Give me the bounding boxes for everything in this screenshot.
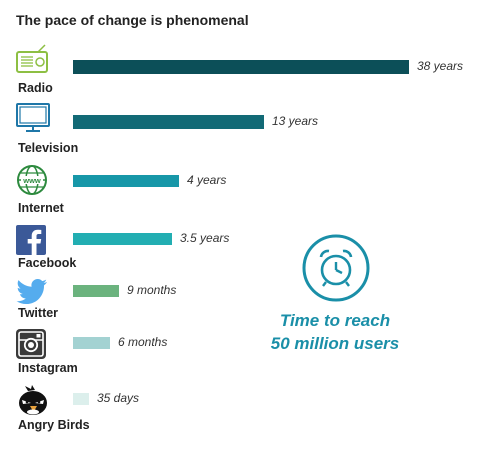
bar-facebook: [73, 233, 172, 245]
bar-value-instagram: 6 months: [118, 335, 168, 349]
bar-angry-birds: [73, 393, 89, 405]
category-label-angry-birds: Angry Birds: [18, 418, 90, 432]
chart-title: The pace of change is phenomenal: [16, 12, 249, 28]
alarm-clock-icon: [301, 233, 371, 303]
twitter-icon: [16, 279, 48, 305]
category-label-facebook: Facebook: [18, 256, 77, 270]
bar-internet: [73, 175, 179, 187]
internet-globe-icon: www: [16, 164, 48, 196]
bar-television: [73, 115, 264, 129]
category-label-internet: Internet: [18, 201, 64, 215]
bar-value-radio: 38 years: [417, 59, 464, 73]
radio-icon: [16, 44, 48, 76]
category-label-twitter: Twitter: [18, 306, 59, 320]
bar-value-twitter: 9 months: [127, 283, 177, 297]
category-label-radio: Radio: [18, 81, 53, 95]
bar-value-internet: 4 years: [187, 173, 227, 187]
angry-birds-icon: [16, 385, 50, 417]
caption-line-2: 50 million users: [270, 334, 400, 353]
television-icon: [16, 102, 50, 134]
instagram-icon: [16, 329, 46, 359]
svg-text:www: www: [22, 176, 41, 185]
category-label-instagram: Instagram: [18, 361, 78, 375]
caption-line-1: Time to reach: [279, 311, 391, 330]
bar-radio: [73, 60, 409, 74]
category-label-television: Television: [18, 141, 79, 155]
bar-value-angry-birds: 35 days: [97, 391, 140, 405]
bar-value-television: 13 years: [272, 114, 319, 128]
bar-twitter: [73, 285, 119, 297]
bar-instagram: [73, 337, 110, 349]
facebook-icon: [16, 225, 46, 255]
bar-value-facebook: 3.5 years: [180, 231, 230, 245]
